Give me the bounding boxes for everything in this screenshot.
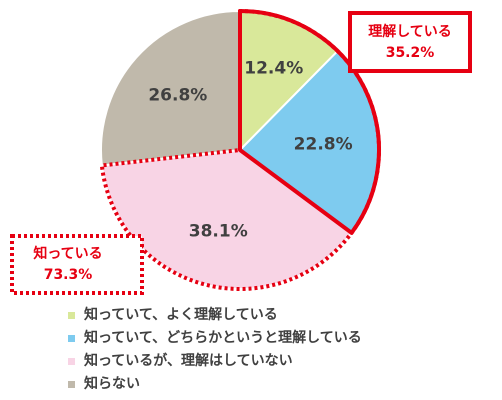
legend-item-understand-well: 知っていて、よく理解している	[68, 304, 362, 327]
legend-swatch	[68, 358, 75, 365]
legend-label: 知らない	[84, 376, 140, 392]
legend-swatch	[68, 312, 75, 319]
slice-label: 26.8%	[148, 85, 207, 105]
legend-item-dont-know: 知らない	[68, 373, 362, 396]
legend-swatch	[68, 381, 75, 388]
slice-label: 38.1%	[189, 222, 248, 242]
annotation-understand-value: 35.2%	[386, 45, 435, 61]
legend-label: 知っていて、どちらかというと理解している	[84, 330, 362, 346]
slice-dont-know	[100, 9, 241, 167]
legend-label: 知っていて、よく理解している	[84, 307, 278, 323]
legend-swatch	[68, 335, 75, 342]
legend-item-know-not-understand: 知っているが、理解はしていない	[68, 350, 362, 373]
legend-item-understand-somewhat: 知っていて、どちらかというと理解している	[68, 327, 362, 350]
annotation-understand-box	[348, 11, 472, 73]
slice-label: 12.4%	[244, 59, 303, 79]
legend: 知っていて、よく理解している 知っていて、どちらかというと理解している 知ってい…	[68, 304, 362, 396]
highlight-outline-understand	[238, 9, 381, 235]
legend-label: 知っているが、理解はしていない	[84, 353, 293, 369]
slice-label: 22.8%	[294, 135, 353, 155]
annotation-know-title: 知っている	[33, 245, 102, 262]
annotation-understand-title: 理解している	[368, 23, 452, 40]
annotation-know-box	[10, 234, 144, 295]
pie-chart: 12.4% 22.8% 38.1% 26.8% 理解している 35.2% 知っている …	[10, 9, 472, 295]
annotation-understand: 理解している 35.2%	[348, 11, 472, 73]
annotation-know-value: 73.3%	[44, 267, 93, 283]
annotation-know: 知っている 73.3%	[10, 234, 144, 295]
